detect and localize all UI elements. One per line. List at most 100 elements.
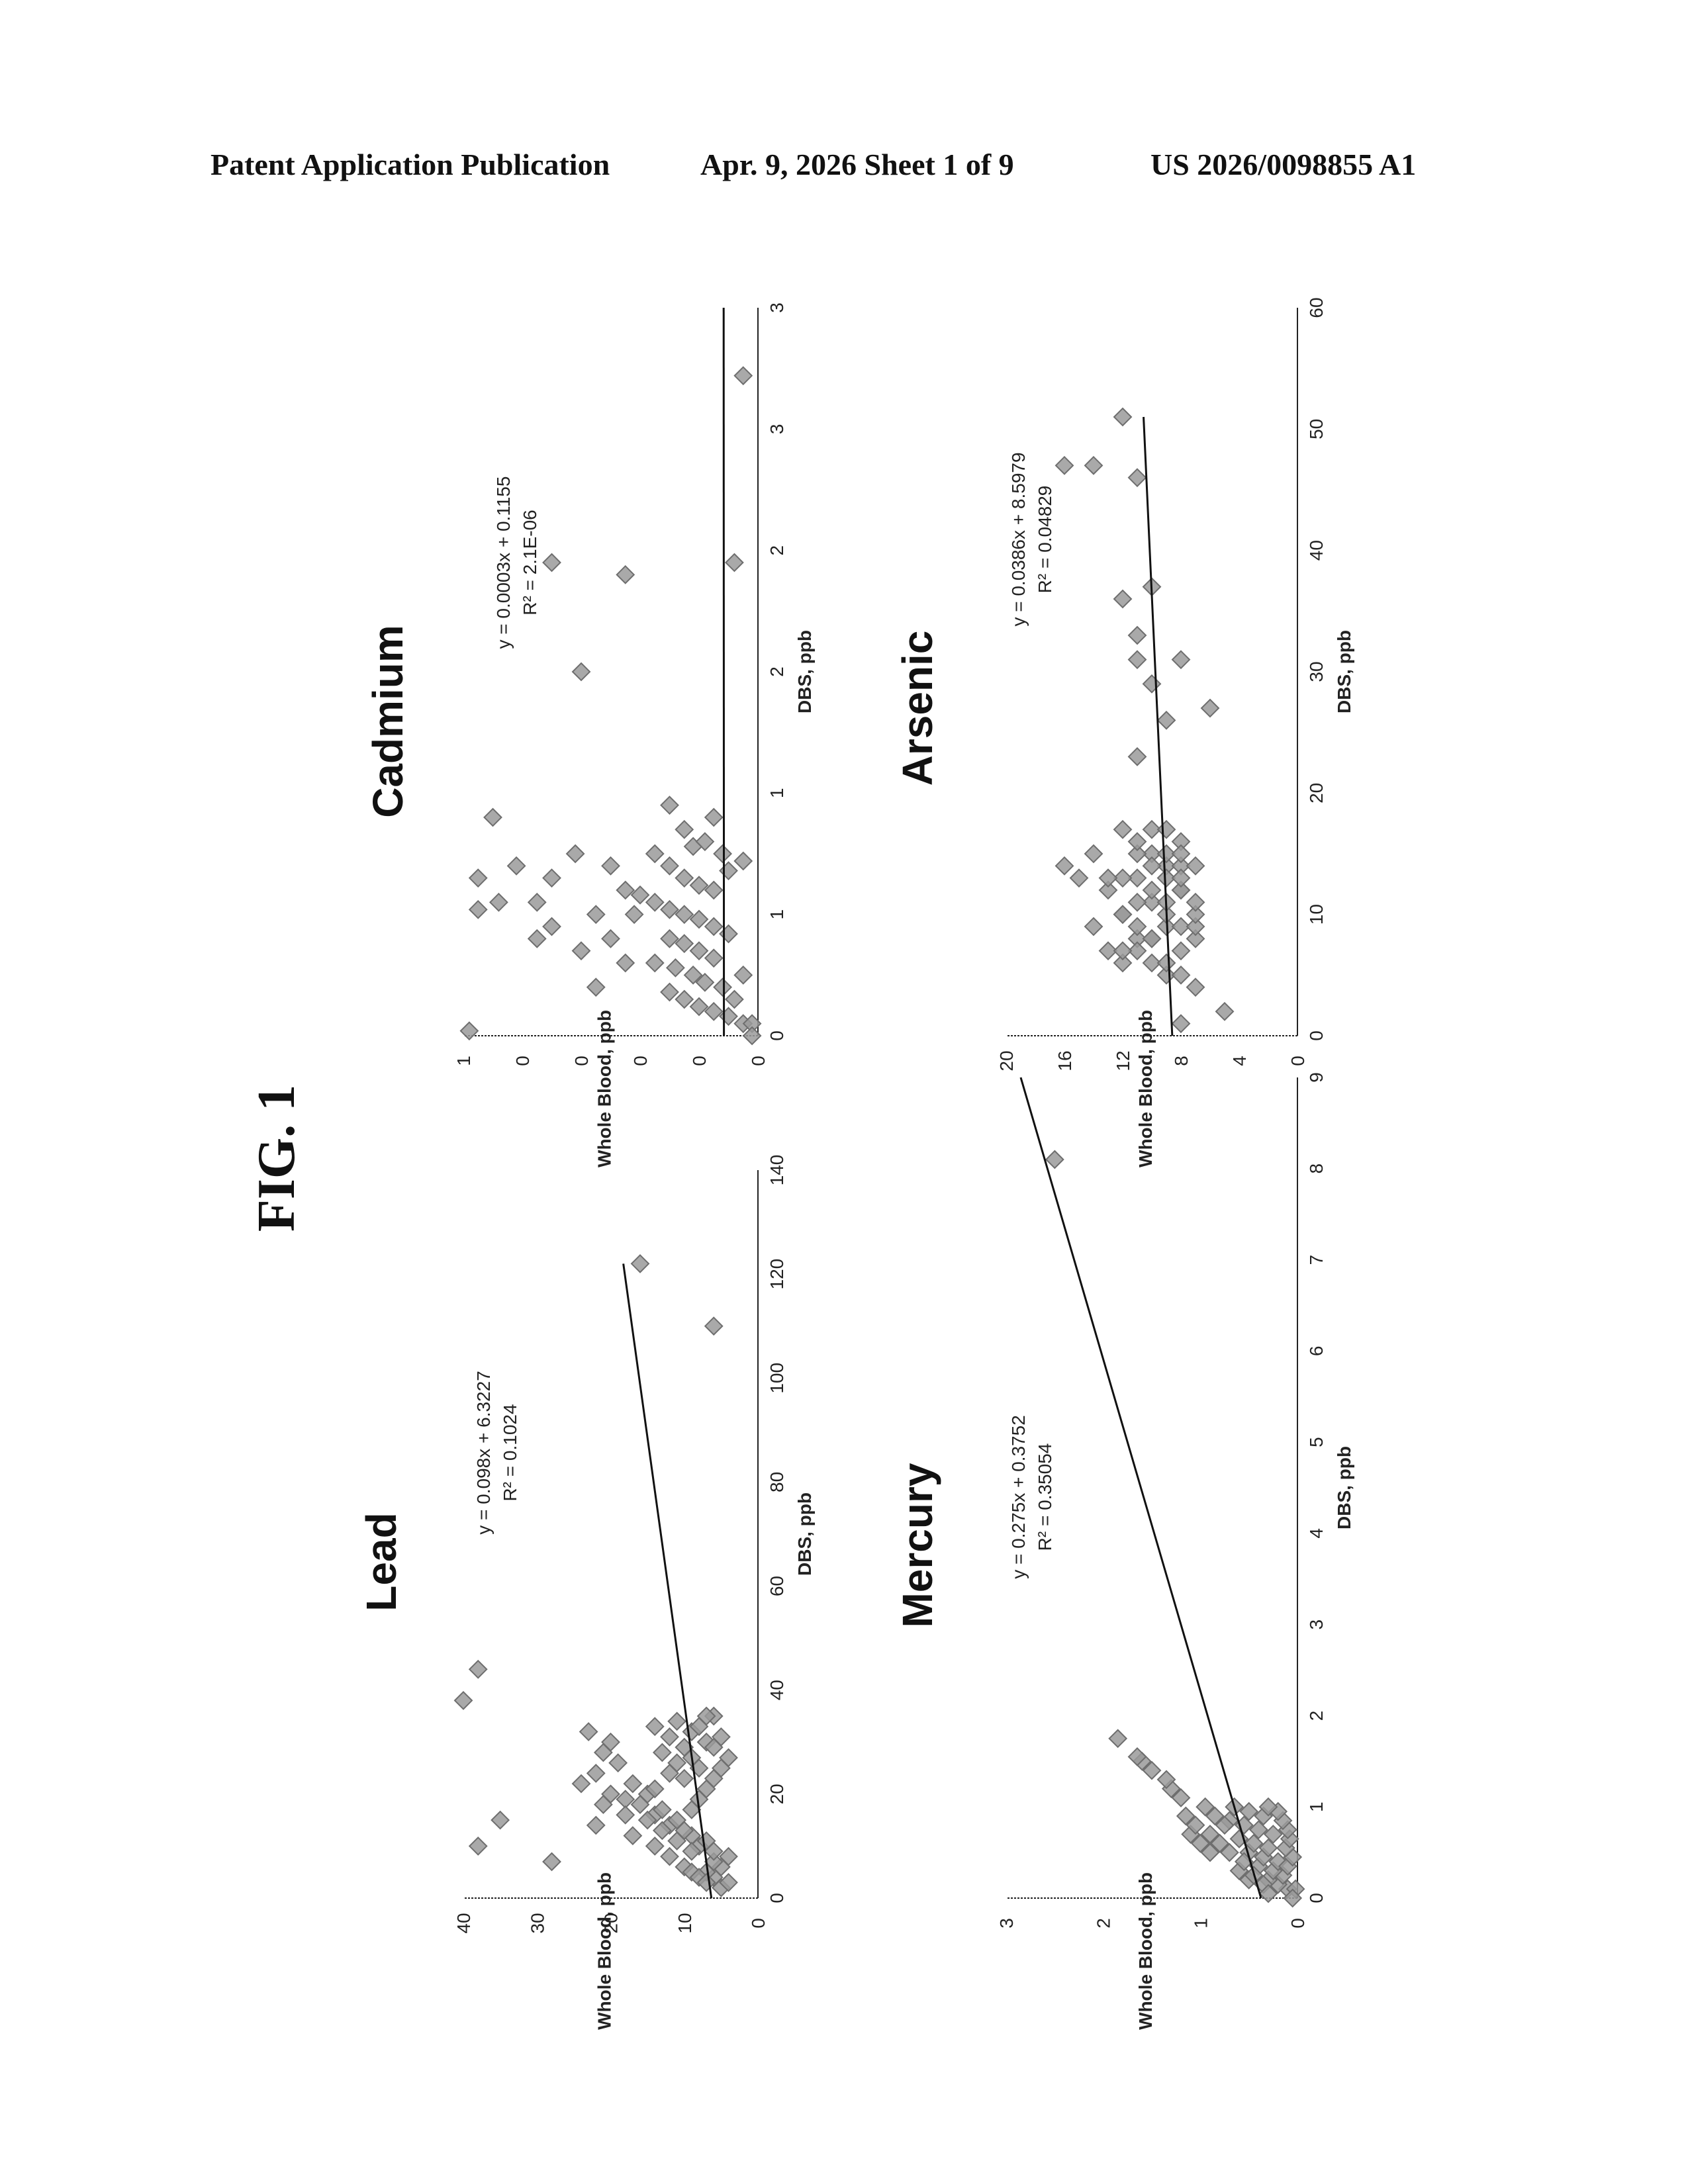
- arsenic-data-point: [1127, 747, 1147, 766]
- arsenic-data-point: [1142, 880, 1162, 900]
- lead-data-point: [704, 1316, 724, 1336]
- arsenic-data-point: [1113, 953, 1133, 973]
- mercury-y-tick-label: 2: [1094, 1918, 1114, 1929]
- mercury-x-axis-label: DBS, ppb: [1334, 1446, 1354, 1529]
- cadmium-data-point: [724, 989, 744, 1009]
- arsenic-data-point: [1127, 868, 1147, 888]
- lead-data-point: [667, 1831, 687, 1850]
- chart-mercury: 0 1 2 3 4 5 6 7 8 9 0 1 2 3 DBS, ppb Whole Blood, ppb Me…: [894, 1072, 1354, 2030]
- publication-type: Patent Application Publication: [211, 148, 610, 181]
- chart-lead: 0 20 40 60 80 100 120 140 0 10 20 30 40 DBS, ppb Whole…: [357, 1155, 815, 2030]
- cadmium-data-point: [704, 880, 724, 900]
- arsenic-data-point: [1142, 953, 1162, 973]
- arsenic-data-point: [1171, 650, 1191, 670]
- arsenic-data-point: [1098, 868, 1118, 888]
- cadmium-data-point: [468, 899, 488, 919]
- arsenic-data-point: [1127, 892, 1147, 912]
- mercury-x-tick-label: 8: [1306, 1163, 1327, 1174]
- lead-data-point: [468, 1659, 488, 1679]
- lead-data-point: [623, 1826, 643, 1846]
- arsenic-equation: y = 0.0386x + 8.5979: [1008, 452, 1029, 626]
- cadmium-data-point: [483, 807, 502, 827]
- cadmium-data-point: [527, 929, 547, 948]
- lead-data-point: [542, 1852, 561, 1872]
- arsenic-x-tick-label: 30: [1306, 661, 1327, 682]
- cadmium-data-point: [616, 880, 635, 900]
- mercury-data-point: [1045, 1150, 1064, 1169]
- cadmium-data-point: [630, 885, 650, 905]
- lead-data-point: [601, 1732, 620, 1752]
- mercury-data-point: [1258, 1797, 1278, 1817]
- lead-x-tick-label: 120: [767, 1259, 787, 1290]
- lead-x-tick-label: 20: [767, 1784, 787, 1804]
- lead-x-tick-label: 0: [767, 1893, 787, 1903]
- lead-data-point: [696, 1706, 716, 1726]
- mercury-data-point: [1200, 1825, 1220, 1844]
- mercury-x-tick-label: 4: [1306, 1528, 1327, 1539]
- cadmium-data-point: [689, 941, 709, 961]
- cadmium-x-tick-label: 2: [767, 666, 787, 677]
- cadmium-data-point: [713, 844, 733, 864]
- arsenic-data-point: [1186, 856, 1205, 876]
- mercury-data-point: [1190, 1833, 1210, 1853]
- mercury-data-point: [1142, 1760, 1162, 1780]
- cadmium-data-point: [601, 856, 620, 876]
- arsenic-data-point: [1186, 905, 1205, 925]
- mercury-data-point: [1156, 1770, 1176, 1790]
- mercury-data-point: [1171, 1788, 1191, 1807]
- mercury-data-point: [1258, 1884, 1278, 1903]
- cadmium-data-point: [733, 366, 753, 386]
- cadmium-data-point: [506, 856, 526, 876]
- cadmium-data-point: [660, 929, 679, 948]
- mercury-x-tick-label: 2: [1306, 1711, 1327, 1721]
- figure-label: FIG. 1: [248, 1085, 306, 1232]
- cadmium-data-point: [542, 868, 561, 888]
- arsenic-data-point: [1055, 455, 1074, 475]
- arsenic-y-axis-label: Whole Blood, ppb: [1135, 1010, 1156, 1167]
- arsenic-y-tick-label: 8: [1171, 1056, 1192, 1066]
- cadmium-data-point: [675, 905, 694, 925]
- arsenic-data-point: [1156, 844, 1176, 864]
- arsenic-data-point: [1171, 965, 1191, 985]
- mercury-data-point: [1248, 1820, 1268, 1840]
- cadmium-y-tick-label: 0: [689, 1056, 710, 1066]
- arsenic-data-point: [1171, 868, 1191, 888]
- arsenic-x-tick-label: 60: [1306, 297, 1327, 318]
- mercury-data-point: [1210, 1833, 1230, 1853]
- arsenic-y-tick-label: 4: [1229, 1056, 1250, 1066]
- arsenic-data-point: [1127, 917, 1147, 936]
- arsenic-data-point: [1142, 929, 1162, 948]
- lead-y-tick-label: 10: [675, 1913, 695, 1933]
- arsenic-data-point: [1171, 941, 1191, 961]
- cadmium-data-point: [719, 861, 738, 881]
- cadmium-x-tick-label: 1: [767, 909, 787, 920]
- arsenic-data-point: [1084, 844, 1103, 864]
- arsenic-data-point: [1113, 941, 1133, 961]
- arsenic-data-point: [1200, 698, 1220, 718]
- cadmium-x-tick-label: 0: [767, 1030, 787, 1041]
- arsenic-data-point: [1156, 710, 1176, 730]
- cadmium-data-point: [571, 941, 591, 961]
- cadmium-data-point: [645, 953, 665, 973]
- cadmium-data-point: [719, 1007, 738, 1026]
- cadmium-data-point: [616, 953, 635, 973]
- arsenic-data-point: [1186, 978, 1205, 997]
- lead-data-point: [719, 1748, 738, 1768]
- arsenic-data-point: [1084, 917, 1103, 936]
- lead-data-point: [667, 1810, 687, 1830]
- cadmium-data-point: [665, 958, 685, 978]
- lead-data-point: [608, 1753, 628, 1773]
- lead-data-point: [667, 1753, 687, 1773]
- lead-data-point: [630, 1254, 650, 1273]
- mercury-data-point: [1215, 1815, 1235, 1835]
- mercury-x-tick-label: 7: [1306, 1255, 1327, 1265]
- mercury-x-tick-label: 5: [1306, 1437, 1327, 1447]
- arsenic-x-tick-label: 0: [1306, 1030, 1327, 1041]
- lead-data-point: [682, 1841, 702, 1861]
- lead-data-point: [616, 1805, 635, 1825]
- lead-data-point: [704, 1852, 724, 1872]
- mercury-x-tick-label: 1: [1306, 1801, 1327, 1812]
- arsenic-data-point: [1098, 941, 1118, 961]
